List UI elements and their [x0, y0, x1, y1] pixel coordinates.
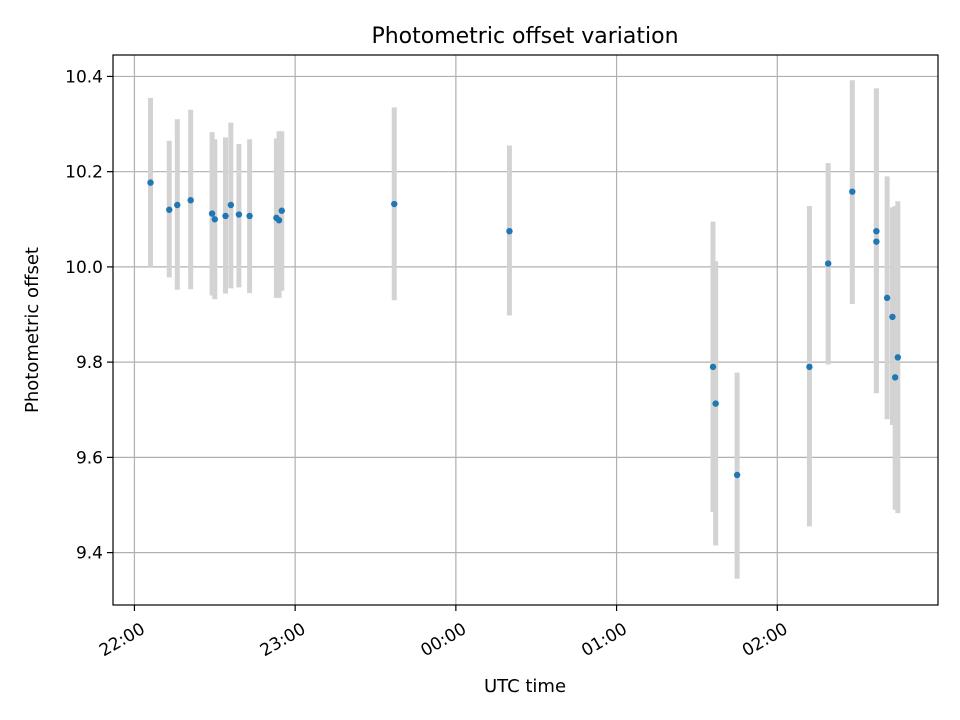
data-point — [208, 210, 216, 217]
point-layer — [147, 179, 902, 479]
data-point — [873, 238, 880, 245]
x-tick-label: 00:00 — [418, 619, 470, 661]
tick-layer: 22:00 23:00 00:00 01:00 02:00 9.4 9.6 9.8 10.0 10… — [65, 67, 791, 661]
data-point — [222, 212, 229, 220]
data-point — [712, 400, 719, 407]
y-tick-label: 9.6 — [76, 448, 103, 468]
data-point — [891, 374, 899, 381]
x-tick-label: 02:00 — [739, 619, 791, 661]
y-tick-label: 10.2 — [65, 163, 103, 183]
data-point — [174, 201, 181, 209]
plot-frame — [112, 54, 939, 606]
data-point — [235, 211, 243, 218]
y-tick-label: 9.4 — [76, 544, 103, 564]
chart-title: Photometric offset variation — [371, 24, 678, 49]
data-point — [824, 260, 832, 267]
data-point — [166, 206, 173, 213]
x-tick-label: 23:00 — [257, 619, 309, 661]
x-axis-label: UTC time — [484, 676, 566, 697]
data-point — [709, 363, 717, 371]
data-point — [187, 197, 194, 204]
data-point — [211, 216, 218, 223]
data-point — [246, 212, 253, 220]
grid-layer — [113, 55, 938, 605]
data-point — [391, 200, 398, 208]
data-point — [506, 227, 513, 235]
data-point — [894, 354, 902, 361]
y-tick-label: 10.4 — [65, 67, 103, 87]
data-point — [278, 207, 285, 214]
data-point — [889, 313, 896, 321]
y-tick-label: 9.8 — [76, 353, 103, 373]
data-point — [806, 363, 813, 371]
y-tick-label: 10.0 — [65, 258, 103, 278]
data-point — [849, 188, 856, 195]
data-point — [275, 217, 283, 224]
x-tick-label: 01:00 — [578, 619, 630, 661]
y-axis-label: Photometric offset — [22, 247, 43, 413]
errorbar-layer — [148, 80, 901, 579]
data-point — [883, 294, 891, 302]
data-point — [147, 179, 154, 186]
data-point — [227, 201, 235, 209]
data-point — [873, 227, 880, 235]
data-point — [733, 471, 741, 479]
x-tick-label: 22:00 — [96, 619, 148, 661]
